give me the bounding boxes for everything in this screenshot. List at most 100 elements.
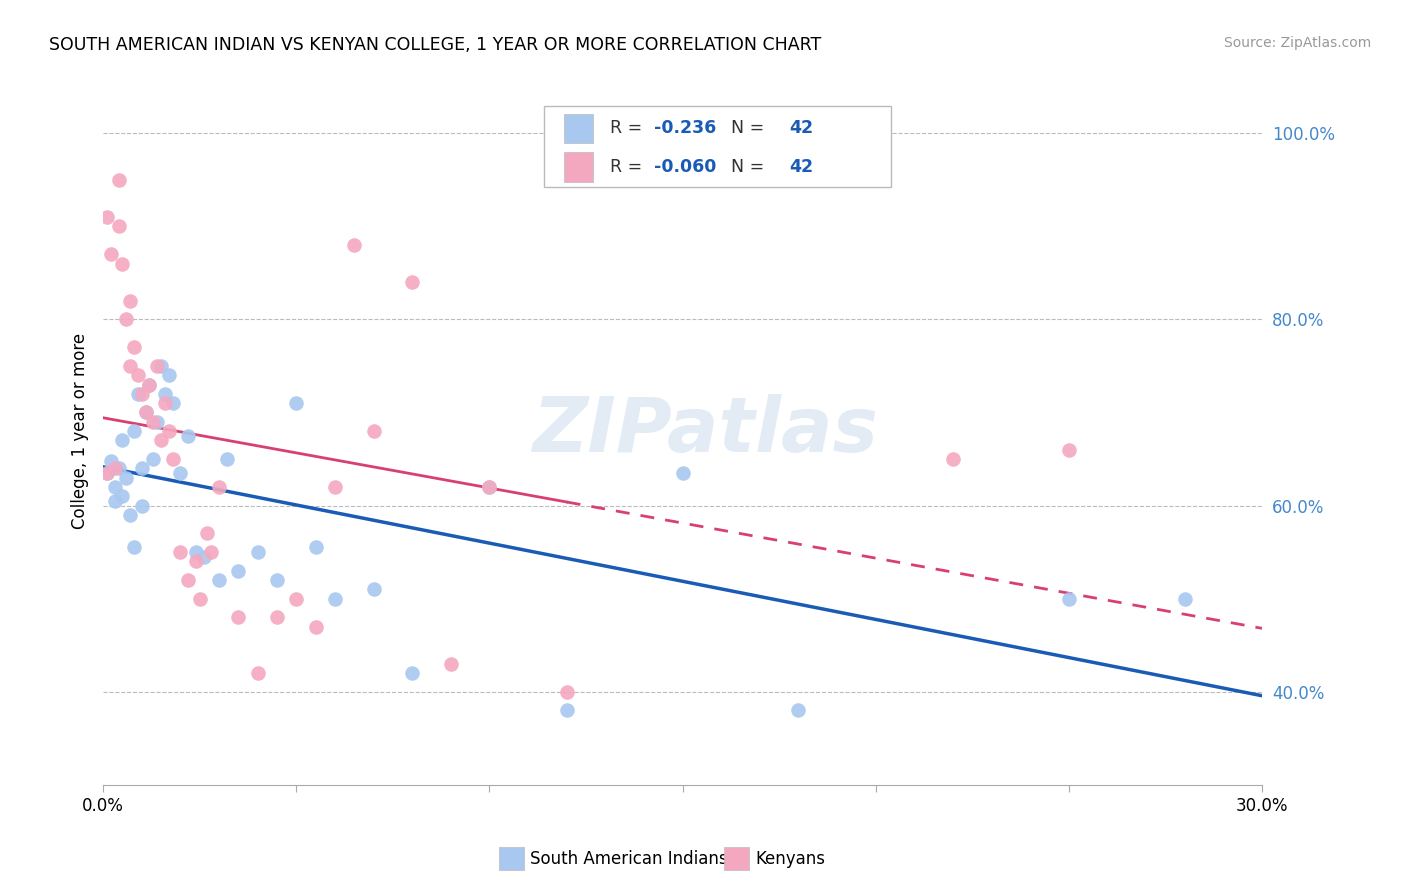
Point [215,452,238,467]
Point [135,405,157,419]
Point [323,480,346,494]
Point [671,466,693,480]
Point [266,610,288,624]
Point [162,396,184,410]
Text: R =: R = [610,158,647,177]
Point [555,684,578,698]
Text: Source: ZipAtlas.com: Source: ZipAtlas.com [1223,36,1371,50]
Point [150,359,173,373]
Point [111,489,134,503]
Point [184,545,207,559]
Point [555,703,578,717]
Point [343,238,366,252]
Point [142,452,165,467]
Point [228,610,250,624]
FancyBboxPatch shape [564,153,593,182]
Point [146,415,169,429]
Point [138,377,160,392]
Point [138,377,160,392]
Text: -0.060: -0.060 [654,158,716,177]
Point [104,480,127,494]
Point [478,480,501,494]
Point [401,666,423,681]
Point [246,666,269,681]
Point [304,619,326,633]
Y-axis label: College, 1 year or more: College, 1 year or more [72,333,89,529]
Point [100,454,122,468]
Point [122,340,145,354]
Point [96,210,118,224]
Text: SOUTH AMERICAN INDIAN VS KENYAN COLLEGE, 1 YEAR OR MORE CORRELATION CHART: SOUTH AMERICAN INDIAN VS KENYAN COLLEGE,… [49,36,821,54]
Point [157,424,180,438]
Point [197,526,219,541]
Point [323,591,346,606]
Text: -0.236: -0.236 [654,120,716,137]
Point [153,387,176,401]
Point [111,256,134,270]
Point [135,405,157,419]
Point [131,499,153,513]
Point [169,545,191,559]
Point [1057,591,1080,606]
Point [107,461,129,475]
Point [304,541,326,555]
Point [208,480,231,494]
Point [193,549,215,564]
Point [162,452,184,467]
Point [363,582,385,597]
Text: R =: R = [610,120,647,137]
Point [401,275,423,289]
Point [200,545,222,559]
Point [122,541,145,555]
Point [787,703,810,717]
Point [146,359,169,373]
Point [104,494,127,508]
Point [127,387,149,401]
Text: N =: N = [720,158,769,177]
Point [1174,591,1197,606]
Point [208,573,231,587]
Point [440,657,463,671]
Point [127,368,149,383]
Point [131,387,153,401]
Point [177,429,200,443]
Text: South American Indians: South American Indians [530,850,728,868]
Point [115,312,138,326]
Point [153,396,176,410]
Point [104,461,127,475]
Point [285,396,308,410]
FancyBboxPatch shape [564,113,593,144]
Point [96,466,118,480]
Point [111,434,134,448]
Point [363,424,385,438]
Point [177,573,200,587]
Text: ZIPatlas: ZIPatlas [533,394,879,468]
Point [266,573,288,587]
Point [120,508,142,522]
Point [131,461,153,475]
Point [122,424,145,438]
Point [120,359,142,373]
Point [942,452,965,467]
Point [285,591,308,606]
Point [150,434,173,448]
Point [246,545,269,559]
Text: 42: 42 [789,158,813,177]
Point [478,480,501,494]
Point [184,554,207,568]
Point [107,173,129,187]
Point [1057,442,1080,457]
Point [100,247,122,261]
Point [107,219,129,234]
Text: N =: N = [720,120,769,137]
Point [188,591,211,606]
Point [120,293,142,308]
Point [142,415,165,429]
Point [157,368,180,383]
FancyBboxPatch shape [544,106,891,187]
Point [96,466,118,480]
Text: 42: 42 [789,120,813,137]
Point [115,470,138,484]
Point [228,564,250,578]
Text: Kenyans: Kenyans [755,850,825,868]
